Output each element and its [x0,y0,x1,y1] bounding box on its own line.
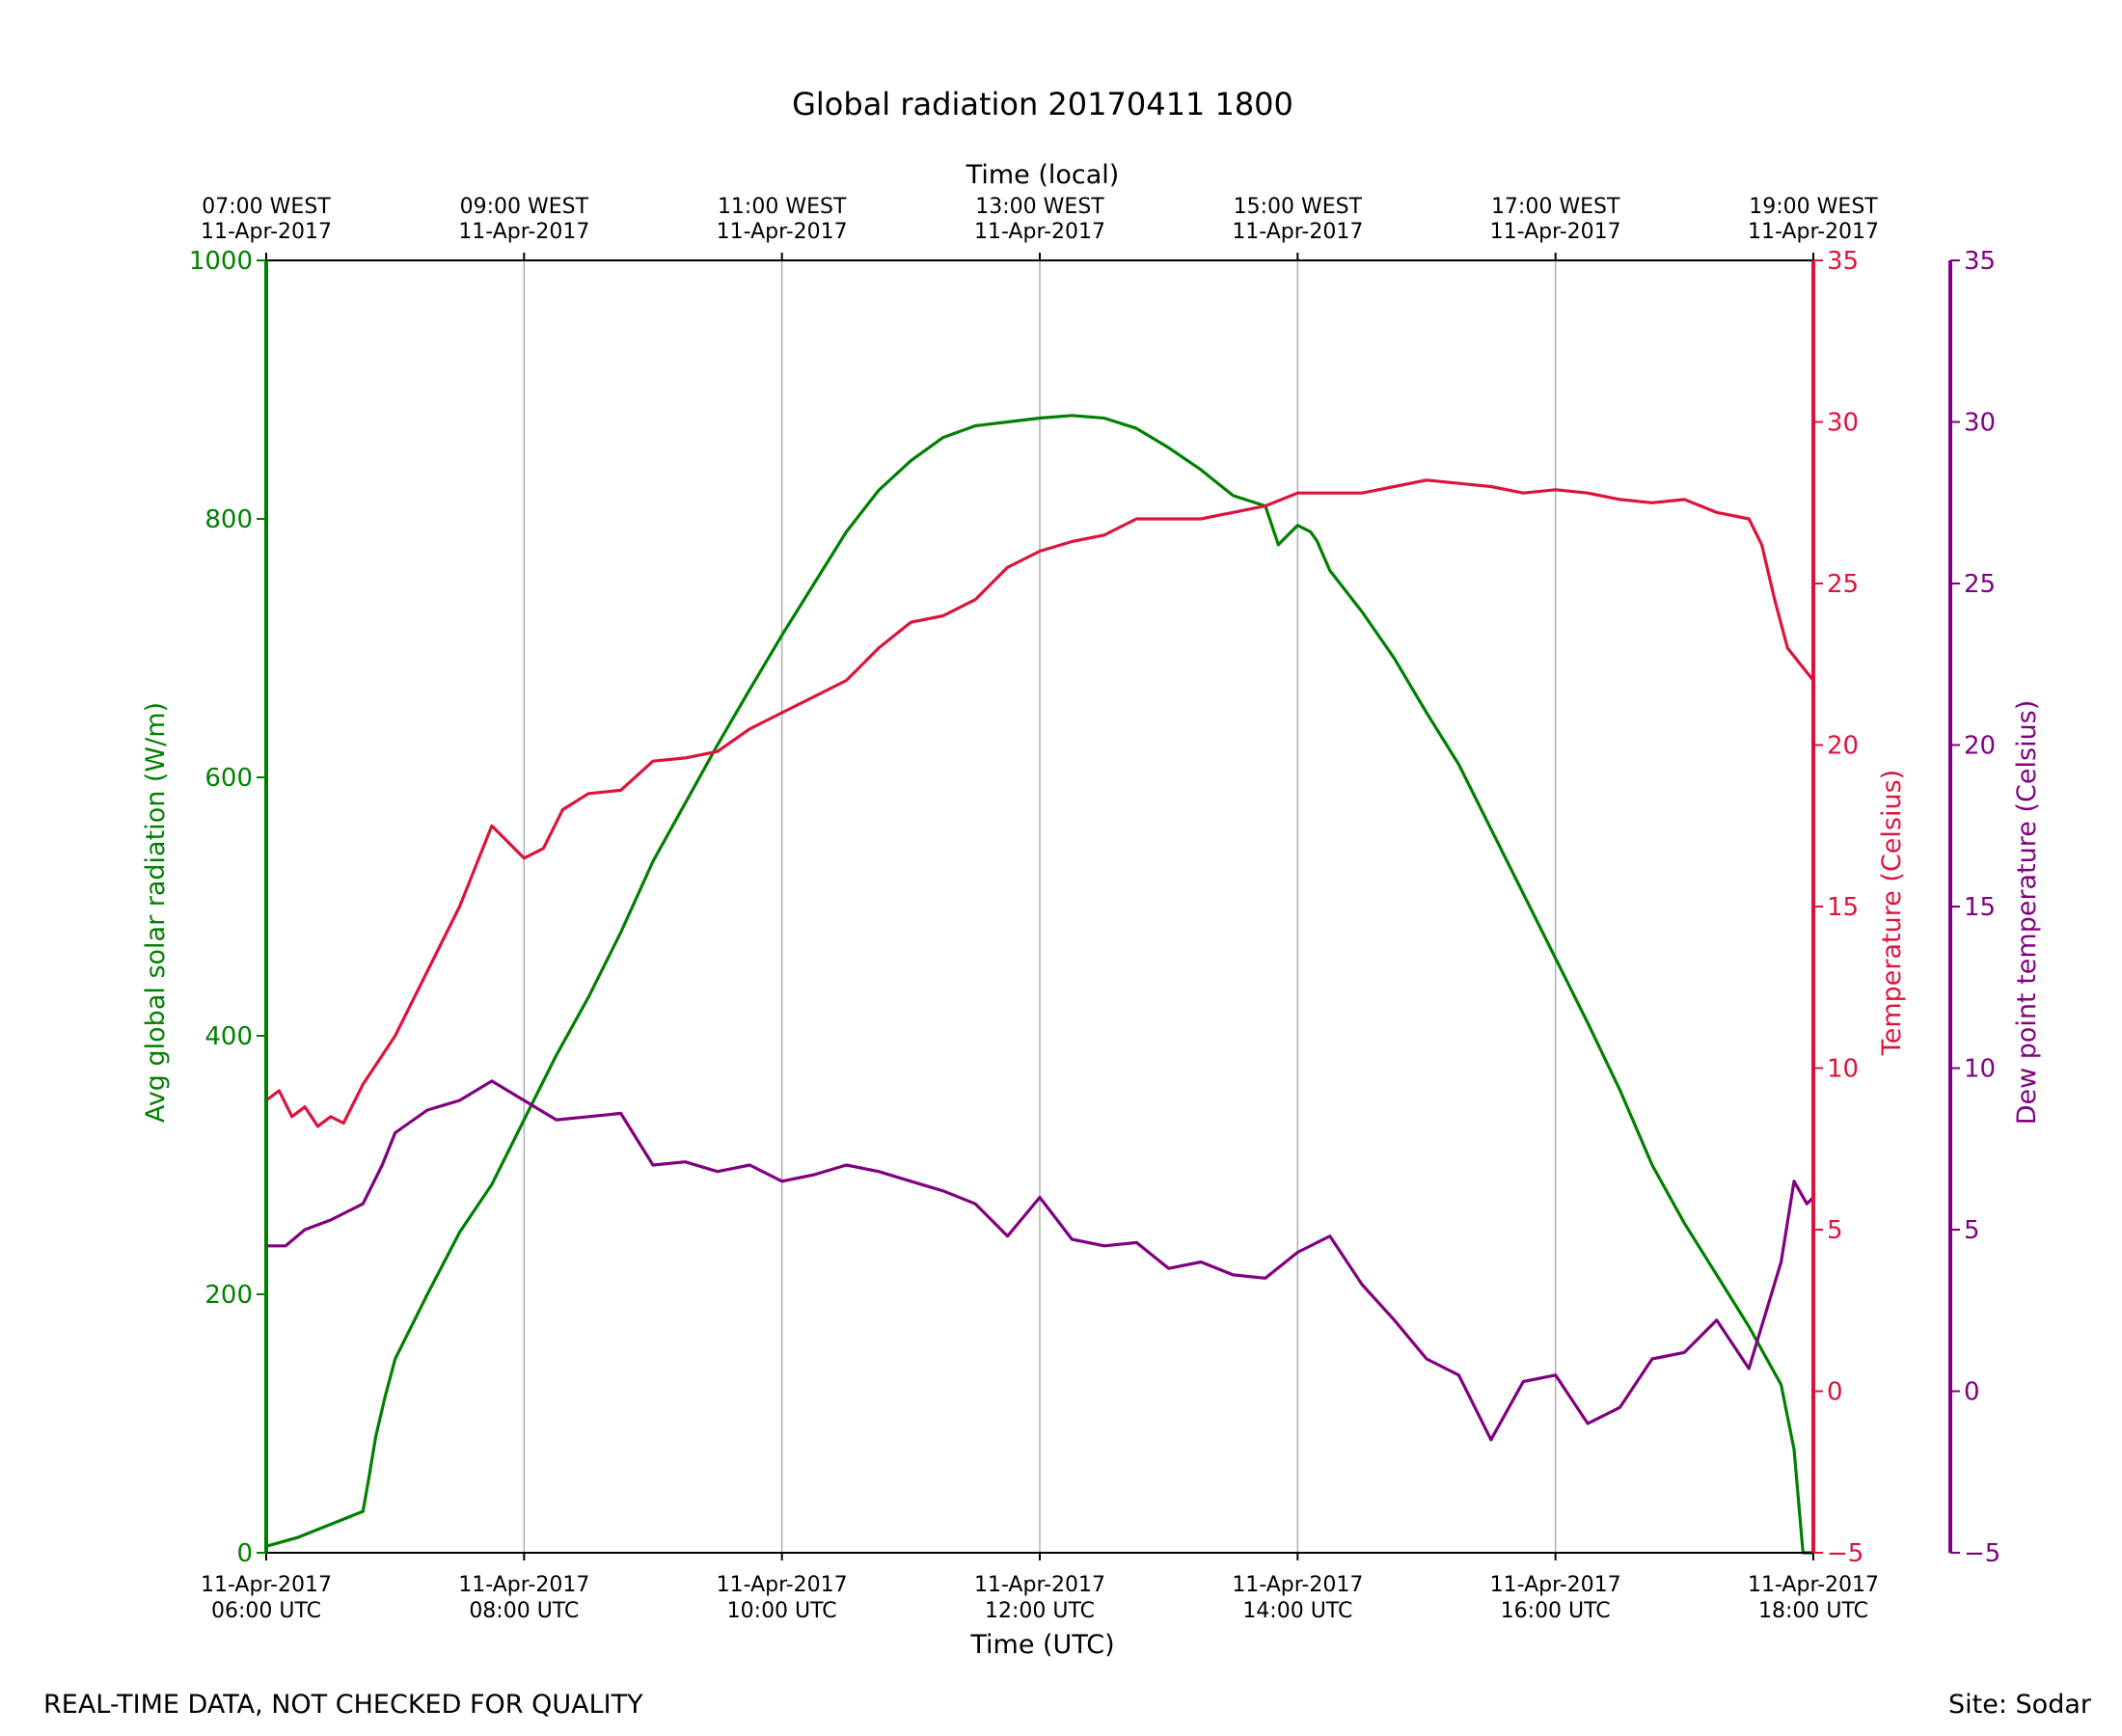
temperature-y-tick-label: 30 [1827,409,1859,438]
x-tick-label-top-date: 11-Apr-2017 [717,220,848,244]
series-line-temperature [265,478,1815,1128]
chart-title: Global radiation 20170411 1800 [792,86,1293,122]
radiation-y-tick-label: 200 [204,1281,253,1310]
x-tick-label-bottom-time: 18:00 UTC [1758,1599,1868,1623]
radiation-y-tick-label: 1000 [189,247,253,276]
dewpoint-axis-label: Dew point temperature (Celsius) [2012,700,2042,1126]
dewpoint-y-tick-label: −5 [1964,1539,2000,1568]
x-tick-label-top-time: 07:00 WEST [202,195,331,219]
dewpoint-y-tick-label: 35 [1964,247,1996,276]
x-tick-label-bottom-date: 11-Apr-2017 [1232,1573,1363,1597]
x-tick-label-top-date: 11-Apr-2017 [1748,220,1879,244]
x-tick-label-top-date: 11-Apr-2017 [458,220,589,244]
x-tick-label-bottom-date: 11-Apr-2017 [1748,1573,1879,1597]
radiation-axis-label: Avg global solar radiation (W/m) [141,702,171,1123]
temperature-y-tick-label: 5 [1827,1216,1843,1245]
temperature-y-tick-label: 0 [1827,1378,1843,1407]
grid [523,260,1557,1553]
x-tick-label-bottom-time: 16:00 UTC [1501,1599,1611,1623]
temperature-y-tick-label: −5 [1827,1539,1864,1568]
x-tick-label-top-time: 09:00 WEST [460,195,589,219]
dewpoint-y-tick-label: 30 [1964,409,1996,438]
x-tick-label-top-date: 11-Apr-2017 [1490,220,1621,244]
x-tick-label-top-time: 15:00 WEST [1234,195,1363,219]
top-axis-label: Time (local) [966,160,1120,190]
temperature-y-tick-label: 35 [1827,247,1859,276]
temperature-axis-label: Temperature (Celsius) [1877,770,1907,1056]
x-tick-label-bottom-time: 12:00 UTC [985,1599,1095,1623]
x-tick-label-top-date: 11-Apr-2017 [974,220,1105,244]
x-tick-label-top-date: 11-Apr-2017 [1232,220,1363,244]
temperature-y-tick-label: 20 [1827,732,1859,761]
series-line-dewpoint [266,1079,1815,1442]
dewpoint-y-tick-label: 5 [1964,1216,1980,1245]
x-tick-label-bottom-date: 11-Apr-2017 [201,1573,332,1597]
x-tick-label-bottom-date: 11-Apr-2017 [458,1573,589,1597]
footer-note: REAL-TIME DATA, NOT CHECKED FOR QUALITY [43,1690,643,1720]
plot-frame [264,259,1952,1554]
temperature-y-tick-label: 25 [1827,570,1859,599]
x-tick-label-bottom-time: 06:00 UTC [211,1599,321,1623]
series-group [265,414,1815,1555]
dewpoint-y-tick-label: 25 [1964,570,1996,599]
x-tick-label-top-time: 13:00 WEST [975,195,1104,219]
x-tick-label-bottom-date: 11-Apr-2017 [1490,1573,1621,1597]
x-tick-label-bottom-date: 11-Apr-2017 [974,1573,1105,1597]
x-tick-label-bottom-time: 08:00 UTC [469,1599,579,1623]
x-tick-label-bottom-date: 11-Apr-2017 [717,1573,848,1597]
x-tick-label-top-time: 17:00 WEST [1491,195,1620,219]
x-tick-label-top-time: 11:00 WEST [718,195,847,219]
x-tick-label-bottom-time: 14:00 UTC [1242,1599,1352,1623]
dewpoint-y-tick-label: 0 [1964,1378,1980,1407]
dewpoint-y-tick-label: 10 [1964,1055,1996,1084]
x-tick-label-top-time: 19:00 WEST [1749,195,1878,219]
temperature-y-tick-label: 15 [1827,893,1859,922]
radiation-y-tick-label: 0 [236,1539,253,1568]
dewpoint-y-tick-label: 15 [1964,893,1996,922]
x-tick-label-top-date: 11-Apr-2017 [201,220,332,244]
radiation-y-tick-label: 400 [204,1022,253,1051]
radiation-y-tick-label: 800 [204,505,253,534]
series-line-radiation [265,414,1813,1555]
temperature-y-tick-label: 10 [1827,1055,1859,1084]
dewpoint-y-tick-label: 20 [1964,732,1996,761]
radiation-y-tick-label: 600 [204,764,253,793]
footer-site: Site: Sodar [1948,1690,2092,1720]
x-tick-label-bottom-time: 10:00 UTC [727,1599,837,1623]
bottom-axis-label: Time (UTC) [969,1630,1114,1660]
